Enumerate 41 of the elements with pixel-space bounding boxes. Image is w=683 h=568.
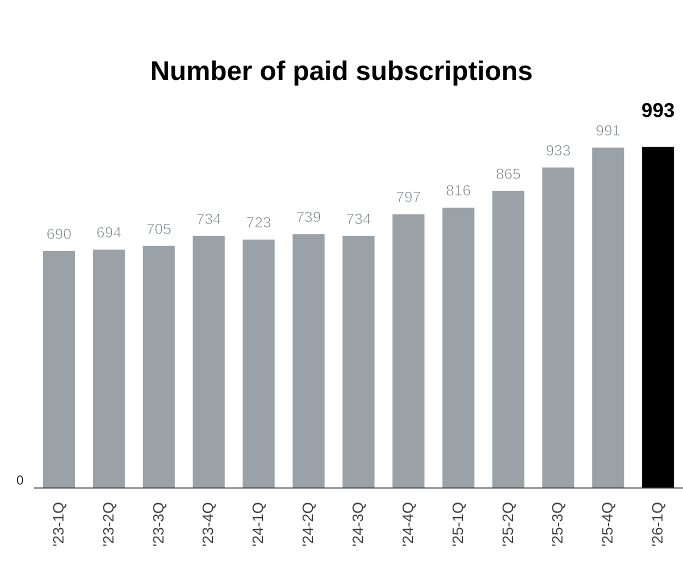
bar	[642, 146, 674, 488]
x-tick-label: '23-3Q	[150, 502, 168, 547]
x-tick-label: '23-1Q	[50, 502, 68, 547]
data-label: 723	[246, 214, 272, 232]
x-tick-label: '23-2Q	[100, 502, 118, 547]
bar	[592, 148, 624, 488]
bar	[142, 246, 175, 488]
x-tick-label: '24-3Q	[350, 502, 367, 547]
bar	[342, 236, 375, 488]
x-tick-label: '25-4Q	[600, 502, 617, 547]
x-tick-label: '25-1Q	[450, 502, 467, 547]
data-label: 993	[641, 100, 675, 122]
data-label: 797	[396, 189, 421, 206]
x-tick-label: '23-4Q	[200, 502, 218, 547]
bar	[492, 190, 524, 488]
data-label: 933	[546, 142, 571, 160]
bar	[192, 236, 225, 488]
x-tick-label: '25-3Q	[550, 502, 567, 547]
data-label: 734	[196, 210, 222, 228]
data-label: 694	[96, 224, 122, 242]
bar	[92, 250, 125, 488]
data-label: 739	[296, 209, 322, 226]
data-label: 816	[446, 182, 471, 200]
data-label: 865	[496, 166, 521, 183]
x-tick-label: '24-1Q	[250, 502, 268, 547]
chart-title: Number of paid subscriptions	[149, 55, 534, 88]
data-label: 734	[346, 210, 372, 228]
x-tick-label: '24-2Q	[300, 502, 318, 547]
x-tick-label: '26-1Q	[650, 502, 667, 547]
bar	[242, 240, 275, 488]
text: 0	[16, 472, 24, 488]
bar	[292, 234, 325, 488]
x-tick-label: '24-4Q	[400, 502, 417, 547]
bar	[43, 251, 75, 488]
bar	[542, 168, 574, 488]
bar	[442, 208, 474, 488]
data-label: 991	[596, 122, 621, 140]
bar	[392, 214, 424, 488]
data-label: 690	[46, 226, 72, 243]
data-label: 705	[146, 220, 172, 238]
x-tick-label: '25-2Q	[500, 502, 517, 547]
